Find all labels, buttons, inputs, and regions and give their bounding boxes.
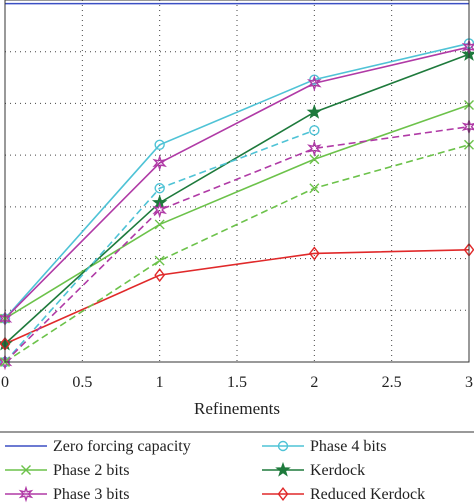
series-line-6 xyxy=(4,129,315,363)
marker-star xyxy=(275,461,291,477)
marker-star6 xyxy=(307,74,322,92)
x-axis-title: Refinements xyxy=(194,399,280,418)
marker-star6 xyxy=(307,140,322,157)
marker-star6 xyxy=(152,154,167,172)
marker-x xyxy=(309,183,320,194)
marker-star6 xyxy=(18,485,34,503)
legend-item: Phase 4 bits xyxy=(262,438,386,455)
legend-item: Phase 2 bits xyxy=(5,462,129,479)
legend-label: Phase 2 bits xyxy=(53,462,129,479)
marker-diamond xyxy=(154,268,166,283)
marker-circle xyxy=(277,440,289,452)
legend-item: Reduced Kerdock xyxy=(262,486,425,503)
series-line-4 xyxy=(4,46,470,320)
marker-diamond xyxy=(277,487,289,501)
marker-x xyxy=(154,255,165,266)
marker-diamond xyxy=(308,246,320,261)
series-line-7 xyxy=(4,125,470,363)
legend-item: Phase 3 bits xyxy=(5,485,129,503)
marker-x xyxy=(21,465,31,475)
series-lines xyxy=(4,2,470,363)
legend-item: Zero forcing capacity xyxy=(5,438,191,455)
marker-star xyxy=(306,104,323,119)
series-line-3 xyxy=(4,53,470,345)
legend-label: Zero forcing capacity xyxy=(53,438,191,455)
marker-circle xyxy=(154,183,165,194)
x-axis-ticks: 0 0.5 1 1.5 2 2.5 3 xyxy=(1,374,473,391)
x-tick-label: 2 xyxy=(310,374,318,391)
marker-x xyxy=(309,154,320,165)
x-tick-label: 1.5 xyxy=(227,374,247,391)
x-tick-label: 3 xyxy=(465,374,473,391)
marker-x xyxy=(154,219,165,230)
legend-label: Reduced Kerdock xyxy=(310,486,425,503)
legend-label: Phase 4 bits xyxy=(310,438,386,455)
marker-star6 xyxy=(152,201,167,219)
legend-item: Kerdock xyxy=(262,461,365,479)
grid-lines xyxy=(5,0,469,362)
series-line-2 xyxy=(4,104,470,320)
x-tick-label: 0.5 xyxy=(72,374,92,391)
series-line-8 xyxy=(4,144,470,363)
legend-label: Kerdock xyxy=(310,462,365,479)
marker-circle xyxy=(154,139,165,151)
marker-circle xyxy=(309,125,320,136)
plot-area-frame xyxy=(4,0,470,363)
x-tick-label: 0 xyxy=(1,374,9,391)
series-line-5 xyxy=(4,248,470,345)
x-tick-label: 1 xyxy=(156,374,164,391)
marker-star6 xyxy=(0,353,13,371)
legend-label: Phase 3 bits xyxy=(53,486,129,503)
legend: Zero forcing capacity Phase 4 bits Phase 2… xyxy=(5,438,425,503)
series-line-1 xyxy=(4,42,470,320)
x-tick-label: 2.5 xyxy=(382,374,402,391)
